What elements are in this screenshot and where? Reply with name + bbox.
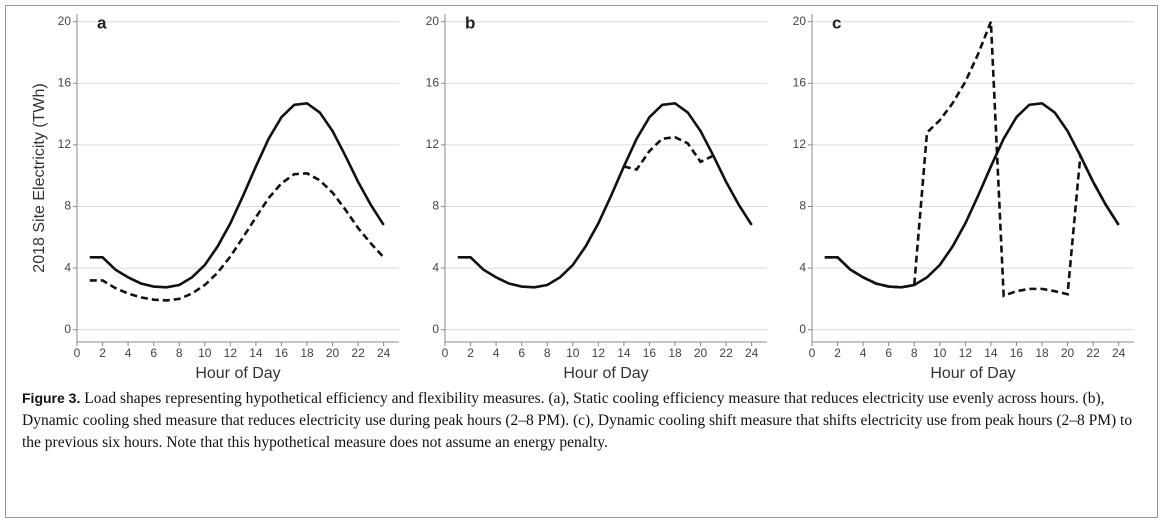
x-tick-label: 20	[1061, 346, 1075, 360]
x-tick-label: 22	[1086, 346, 1100, 360]
x-tick-label: 16	[643, 346, 657, 360]
x-tick-label: 24	[1112, 346, 1126, 360]
x-tick-label: 14	[617, 346, 631, 360]
panel-label: a	[97, 13, 107, 32]
y-tick-label: 8	[432, 199, 439, 213]
x-tick-label: 16	[275, 346, 289, 360]
y-tick-label: 12	[426, 137, 440, 151]
x-tick-label: 2	[834, 346, 841, 360]
x-tick-label: 12	[592, 346, 606, 360]
x-tick-label: 18	[300, 346, 314, 360]
x-tick-label: 8	[176, 346, 183, 360]
x-tick-label: 22	[719, 346, 733, 360]
y-axis-label: 2018 Site Electricity (TWh)	[31, 83, 48, 272]
x-axis-label: Hour of Day	[195, 365, 280, 382]
y-tick-label: 4	[64, 260, 71, 274]
x-tick-label: 10	[933, 346, 947, 360]
x-axis-label: Hour of Day	[563, 365, 648, 382]
y-tick-label: 0	[799, 322, 806, 336]
y-tick-label: 16	[426, 75, 440, 89]
x-tick-label: 12	[959, 346, 973, 360]
y-tick-label: 0	[64, 322, 71, 336]
x-tick-label: 0	[74, 346, 81, 360]
x-tick-label: 24	[377, 346, 391, 360]
x-tick-label: 22	[351, 346, 365, 360]
x-tick-label: 10	[566, 346, 580, 360]
y-tick-label: 4	[432, 260, 439, 274]
x-tick-label: 6	[885, 346, 892, 360]
x-tick-label: 8	[911, 346, 918, 360]
x-tick-label: 10	[198, 346, 212, 360]
y-tick-label: 16	[58, 75, 72, 89]
panel-label: c	[832, 13, 841, 32]
caption: Figure 3. Load shapes representing hypot…	[22, 387, 1142, 454]
data-line	[457, 101, 753, 289]
y-tick-label: 16	[793, 75, 807, 89]
x-tick-label: 16	[1010, 346, 1024, 360]
y-tick-label: 8	[64, 199, 71, 213]
x-tick-label: 14	[984, 346, 998, 360]
y-tick-label: 20	[58, 14, 72, 28]
data-line	[824, 101, 1120, 289]
x-axis-label: Hour of Day	[930, 365, 1015, 382]
y-tick-label: 20	[426, 14, 440, 28]
y-tick-label: 4	[799, 260, 806, 274]
x-tick-label: 4	[125, 346, 132, 360]
caption-text: Load shapes representing hypothetical ef…	[22, 390, 1133, 451]
x-tick-label: 18	[1035, 346, 1049, 360]
x-tick-label: 6	[518, 346, 525, 360]
y-tick-label: 12	[793, 137, 807, 151]
x-tick-label: 2	[467, 346, 474, 360]
data-line	[623, 135, 714, 172]
y-tick-label: 12	[58, 137, 72, 151]
x-tick-label: 20	[694, 346, 708, 360]
x-tick-label: 24	[745, 346, 759, 360]
x-tick-label: 0	[442, 346, 449, 360]
x-tick-label: 2	[99, 346, 106, 360]
panel-label: b	[465, 13, 475, 32]
caption-label: Figure 3.	[22, 390, 81, 406]
x-tick-label: 12	[224, 346, 238, 360]
x-tick-label: 4	[493, 346, 500, 360]
x-tick-label: 18	[668, 346, 682, 360]
y-tick-label: 20	[793, 14, 807, 28]
x-tick-label: 0	[809, 346, 816, 360]
data-line	[89, 172, 385, 302]
x-tick-label: 4	[860, 346, 867, 360]
x-tick-label: 8	[544, 346, 551, 360]
figure-frame	[5, 5, 1158, 518]
y-tick-label: 0	[432, 322, 439, 336]
data-line	[824, 21, 1120, 298]
data-line	[89, 101, 385, 289]
x-tick-label: 20	[326, 346, 340, 360]
y-tick-label: 8	[799, 199, 806, 213]
x-tick-label: 6	[150, 346, 157, 360]
x-tick-label: 14	[249, 346, 263, 360]
